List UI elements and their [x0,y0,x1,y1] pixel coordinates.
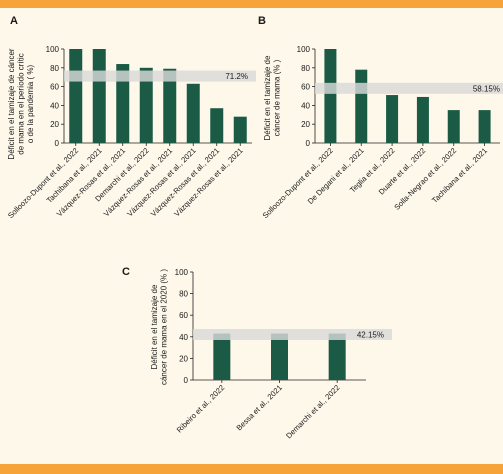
y-tick-label: 100 [175,268,189,277]
y-tick-label: 60 [50,83,59,92]
reference-band [315,82,503,94]
y-tick-label: 40 [301,101,310,110]
x-tick-label: Demarchi et al., 2022 [284,383,341,440]
y-tick-label: 0 [184,376,189,385]
y-axis-title-line: o de la pandemia ( %) [26,65,35,144]
x-tick-label: Solla-Negrao et al., 2022 [392,146,458,212]
y-axis-title-line: Déficit en el tamizaje de [150,284,159,369]
y-tick-label: 100 [46,45,60,54]
y-tick-label: 20 [301,120,310,129]
bar [386,95,399,143]
x-tick-label: Ribeiro et al., 2022 [175,383,226,434]
y-tick-label: 80 [50,64,59,73]
y-axis-title-line: cáncer de mama (% ) [273,59,282,136]
y-tick-label: 40 [179,333,188,342]
bar [233,116,247,143]
bar [416,96,429,143]
y-tick-label: 20 [179,354,188,363]
bar [186,83,200,143]
y-axis-title-line: cáncer de mama en el 2020 (% ) [160,269,169,385]
panel-label-A: A [10,15,18,27]
y-tick-label: 100 [297,45,311,54]
y-tick-label: 80 [301,64,310,73]
bar [163,68,177,143]
y-axis-title-line: Déficit en el tamizaje de cáncer [7,48,16,160]
bar [139,67,153,143]
bar [271,333,288,380]
bar [213,333,231,380]
bar [324,49,337,143]
bar [210,108,224,143]
bar [69,49,83,143]
y-axis-title-line: Déficit en el tamizaje de [263,55,272,140]
bar [355,69,368,143]
y-tick-label: 60 [301,83,310,92]
x-tick-label: Tachibana et al., 2021 [430,146,489,205]
x-tick-label: Bessa et al., 2021 [235,383,284,432]
y-tick-label: 20 [50,120,59,129]
reference-label: 58.15% [473,84,500,93]
bar [92,49,106,143]
y-tick-label: 0 [55,139,60,148]
y-tick-label: 0 [306,139,311,148]
reference-label: 42.15% [357,330,384,339]
bar [447,110,460,143]
reference-label: 71.2% [225,72,248,81]
bar [116,64,130,143]
x-tick-label: De Degani et al., 2021 [306,146,366,206]
y-tick-label: 40 [50,101,59,110]
y-tick-label: 60 [179,311,188,320]
y-axis-title-line: de mama en el período crític [17,53,26,154]
reference-band [193,328,392,340]
panel-label-C: C [122,266,130,278]
panel-label-B: B [258,15,266,27]
y-tick-label: 80 [179,290,188,299]
bar [478,110,491,143]
reference-band [64,70,256,82]
bar [328,333,346,380]
